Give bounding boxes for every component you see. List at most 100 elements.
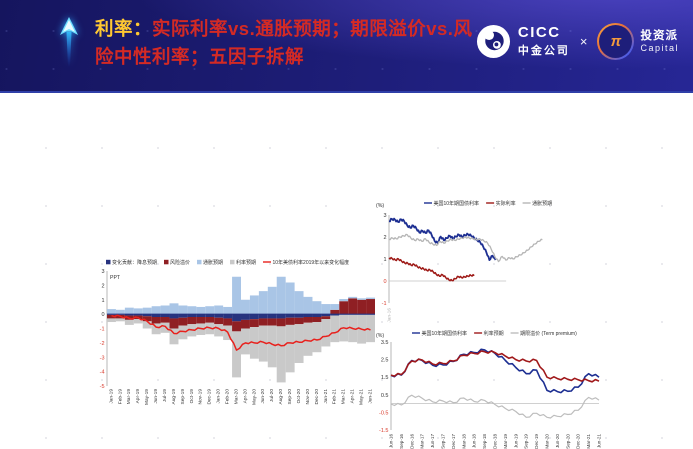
partner-subtitle: Capital — [640, 43, 679, 54]
bar-segment — [133, 314, 143, 316]
bar-segment — [169, 318, 179, 329]
bar-segment — [223, 314, 233, 319]
chart-text: 3.5 — [381, 340, 389, 346]
bar-segment — [142, 316, 152, 322]
arrowhead-core — [63, 20, 75, 32]
bar-segment — [330, 309, 340, 315]
bar-segment — [339, 301, 349, 315]
bar-segment — [178, 305, 188, 315]
chart-text: -1 — [100, 327, 105, 333]
bar-segment — [249, 319, 259, 328]
chart-text: Jun-18 — [472, 434, 477, 448]
bar-segment — [276, 318, 286, 327]
chart-text: Jun-21 — [367, 389, 373, 404]
bar-segment — [276, 326, 286, 383]
chart-text: 利率预期 — [236, 259, 256, 266]
bar-segment — [241, 319, 250, 329]
bar-segment — [169, 328, 179, 345]
chart-text: 利率预期 — [484, 330, 504, 337]
chart-text: Sep-19 — [180, 389, 186, 405]
bar-segment — [232, 314, 241, 322]
bar-segment — [303, 296, 313, 315]
bar-segment — [187, 306, 197, 315]
chart-text: 10年美债利率2019年以来变化幅度 — [273, 259, 350, 266]
pi-symbol: π — [610, 33, 622, 50]
series-line — [390, 348, 600, 394]
chart-text: Jun-19 — [153, 389, 159, 404]
bar-segment — [330, 314, 340, 316]
chart-text: Dec-17 — [451, 434, 456, 449]
bar-segment — [267, 318, 277, 326]
chart-text: Apr-19 — [135, 389, 141, 404]
bar-segment — [187, 314, 197, 318]
series-line — [390, 394, 600, 419]
chart-text: 2 — [383, 235, 386, 241]
bar-segment — [303, 314, 313, 318]
chart-text: PPT — [110, 275, 121, 281]
chart-text: Dec-20 — [314, 389, 320, 405]
legend-item: 通胀预期 — [197, 259, 223, 266]
bar-segment — [249, 295, 259, 315]
bar-segment — [214, 317, 224, 325]
bar-segment — [366, 299, 375, 315]
chart-text: Jul-20 — [269, 389, 275, 402]
chart-text: Feb-20 — [224, 389, 230, 405]
bar-segment — [321, 316, 331, 320]
chart-text: Jan-16 — [387, 308, 393, 323]
chart-text: May-20 — [251, 389, 257, 405]
chart-text: Jul-19 — [162, 389, 168, 402]
bar-segment — [142, 314, 152, 317]
bar-segment — [214, 314, 224, 318]
chart-text: Feb-21 — [332, 389, 338, 405]
bar-segment — [160, 314, 170, 318]
bar-segment — [223, 306, 233, 315]
bar-segment — [366, 314, 375, 343]
chart-text: 期限溢价 (Term premium) — [520, 330, 577, 337]
bar-segment — [241, 299, 250, 315]
chart-text: 2 — [101, 283, 104, 289]
bar-segment — [276, 314, 286, 319]
chart-text: Aug-19 — [171, 389, 177, 405]
chart-text: Oct-19 — [189, 389, 195, 404]
bar-segment — [214, 305, 224, 315]
partner-logo-text: 投资派 Capital — [640, 30, 679, 54]
chart-text: Mar-17 — [420, 434, 425, 449]
bar-segment — [151, 306, 161, 315]
bar-segment — [124, 307, 134, 315]
bar-segment — [124, 314, 134, 316]
bar-segment — [196, 317, 206, 324]
chart-text: 实际利率 — [496, 200, 516, 207]
bar-segment — [339, 299, 349, 302]
chart-text: Sep-20 — [287, 389, 293, 405]
bar-segment — [312, 322, 322, 353]
cicc-name: CICC — [517, 24, 561, 42]
chart-text: Dec-20 — [576, 434, 581, 449]
bar-segment — [294, 314, 304, 318]
chart-text: 3 — [101, 269, 104, 275]
chart-text: Nov-19 — [198, 389, 204, 405]
cicc-subtitle: 中金公司 — [517, 44, 570, 57]
bar-segment — [321, 314, 331, 317]
chart-text: Apr-20 — [242, 389, 248, 404]
chart-text: Mar-21 — [586, 434, 591, 449]
series-line — [388, 256, 475, 282]
bar-segment — [241, 328, 250, 355]
arrow-tail — [66, 32, 72, 67]
bar-segment — [330, 315, 340, 343]
legend-item: 通胀预期 — [522, 200, 552, 207]
bar-segment — [133, 319, 143, 324]
chart-text: Mar-20 — [233, 389, 239, 405]
bar-segment — [142, 307, 152, 315]
bar-segment — [232, 321, 241, 332]
title-prefix: 利率： — [95, 18, 153, 39]
chart-text: Mar-19 — [126, 389, 132, 405]
chart-text: Jan-21 — [323, 389, 329, 404]
bar-segment — [214, 324, 224, 337]
chart-text: -3 — [100, 355, 105, 361]
bar-segment — [151, 317, 161, 324]
bar-segment — [258, 325, 268, 362]
legend-item: 风险溢价 — [164, 259, 190, 266]
bar-segment — [267, 314, 277, 319]
chart-text: 0.5 — [381, 393, 389, 399]
chart-text: Dec-18 — [493, 434, 498, 449]
